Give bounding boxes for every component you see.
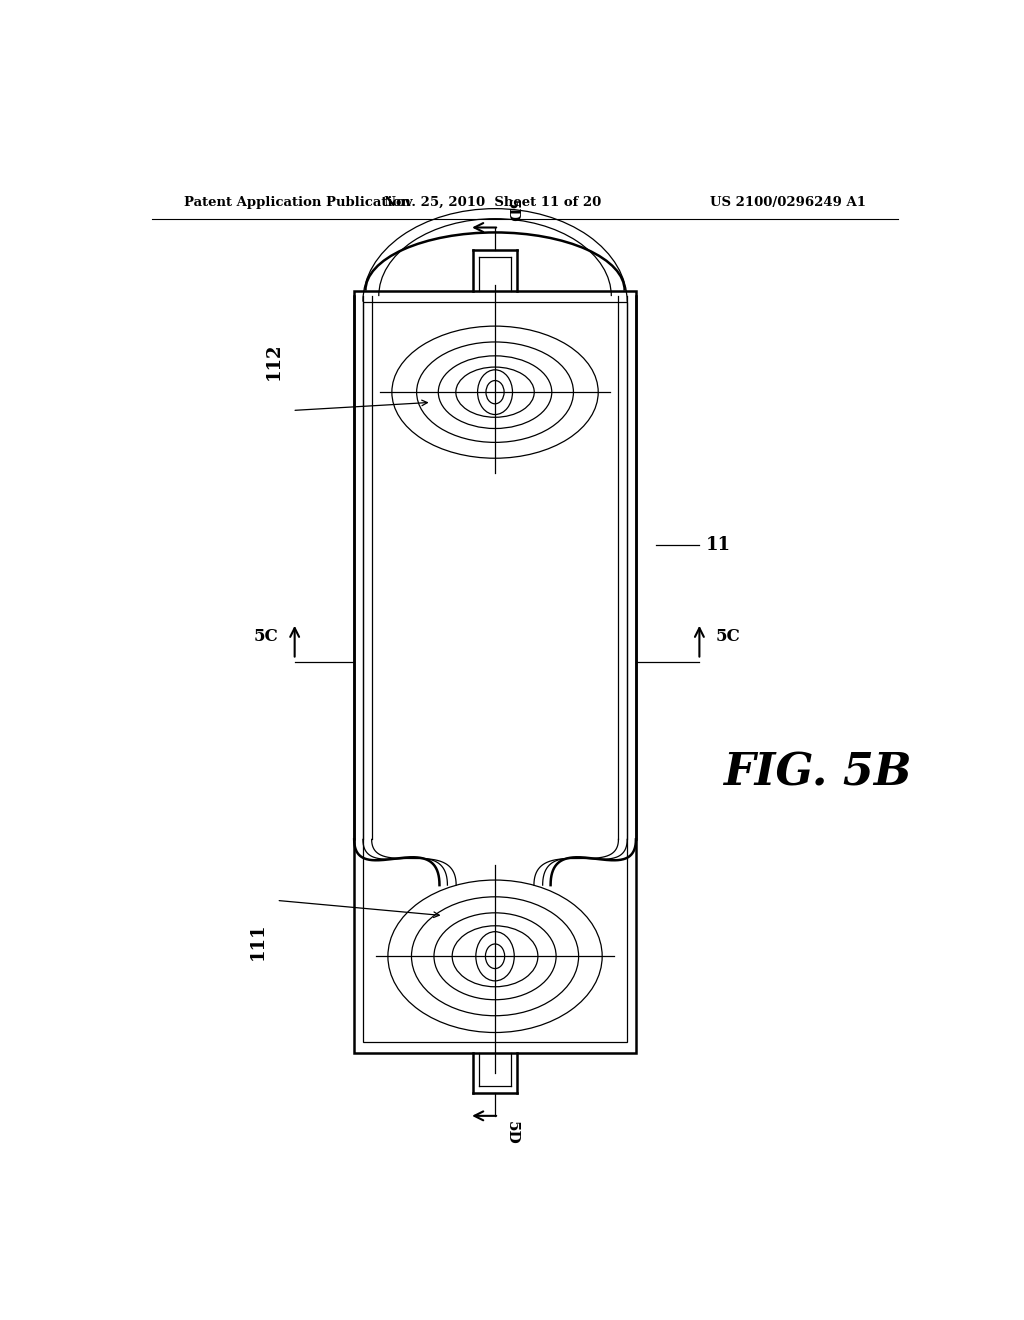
Text: 5D: 5D: [505, 199, 518, 223]
Text: 5C: 5C: [715, 627, 740, 644]
Text: FIG. 5B: FIG. 5B: [723, 752, 911, 795]
Text: 11: 11: [706, 536, 731, 553]
Text: 5D: 5D: [505, 1121, 518, 1144]
Text: Patent Application Publication: Patent Application Publication: [183, 195, 411, 209]
Text: US 2100/0296249 A1: US 2100/0296249 A1: [710, 195, 866, 209]
Text: Nov. 25, 2010  Sheet 11 of 20: Nov. 25, 2010 Sheet 11 of 20: [384, 195, 602, 209]
Text: 111: 111: [249, 923, 267, 960]
Text: 112: 112: [265, 343, 283, 380]
Text: 5C: 5C: [254, 627, 279, 644]
